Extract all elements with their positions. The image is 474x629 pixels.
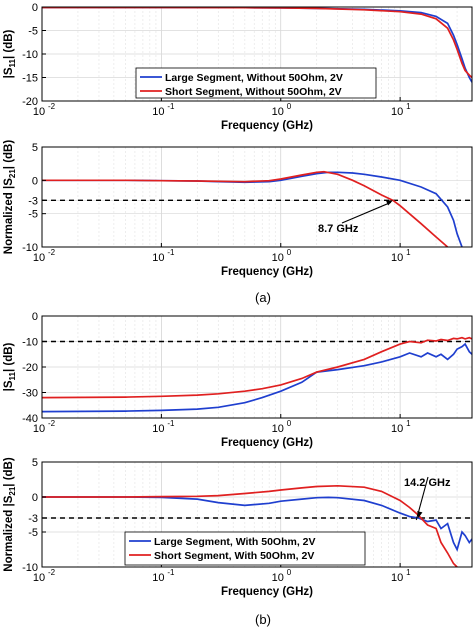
annotation-arrow bbox=[341, 201, 392, 224]
x-tick-label: 10 bbox=[152, 106, 164, 118]
y-axis-label-part: | (dB) bbox=[3, 29, 15, 59]
x-tick-exponent: -1 bbox=[167, 248, 175, 257]
x-tick-label: 10 bbox=[391, 252, 403, 264]
y-axis-label-part: Normalized |S bbox=[3, 178, 15, 254]
axes-box bbox=[41, 146, 473, 248]
y-tick-label: -10 bbox=[22, 49, 38, 61]
series-line-short-segment bbox=[42, 170, 449, 247]
y-axis-label-part: | (dB) bbox=[3, 140, 15, 170]
y-axis-label-part: |S bbox=[3, 380, 15, 391]
y-tick-label: -40 bbox=[22, 413, 38, 425]
x-axis-label: Frequency (GHz) bbox=[221, 437, 313, 449]
y-tick-label: 0 bbox=[32, 311, 38, 323]
y-tick-label: -10 bbox=[22, 337, 38, 349]
y-tick-label: -10 bbox=[22, 562, 38, 574]
y-axis-label-part: | (dB) bbox=[3, 342, 15, 372]
y-tick-label: -5 bbox=[28, 527, 38, 539]
axes-box bbox=[41, 461, 473, 568]
annotation-arrowhead bbox=[385, 200, 393, 206]
y-axis-label: Normalized |S21| (dB) bbox=[3, 457, 17, 572]
x-tick-label: 10 bbox=[272, 106, 284, 118]
y-axis-label-part: 21 bbox=[8, 486, 17, 495]
x-tick-exponent: -2 bbox=[48, 568, 56, 577]
legend-box bbox=[135, 67, 377, 99]
series-line-large-segment bbox=[42, 496, 472, 552]
x-tick-label: 10 bbox=[272, 252, 284, 264]
legend-label: Large Segment, Without 50Ohm, 2V bbox=[165, 72, 343, 84]
series-line-short-segment bbox=[42, 336, 472, 399]
series-line-large-segment bbox=[42, 171, 463, 247]
y-axis-label-part: 21 bbox=[8, 169, 17, 178]
x-axis-label: Frequency (GHz) bbox=[221, 586, 313, 598]
caption-a: (a) bbox=[255, 290, 271, 305]
y-tick-label: 5 bbox=[32, 142, 38, 154]
x-tick-exponent: 0 bbox=[287, 568, 292, 577]
y-axis-label-part: 11 bbox=[8, 371, 17, 380]
legend-box bbox=[124, 531, 366, 566]
legend-label: Short Segment, Without 50Ohm, 2V bbox=[165, 86, 342, 98]
y-axis-label-part: |S bbox=[3, 67, 15, 78]
x-tick-exponent: 0 bbox=[287, 248, 292, 257]
y-tick-label: -15 bbox=[22, 73, 38, 85]
x-tick-exponent: 1 bbox=[406, 248, 411, 257]
y-tick-label: -5 bbox=[28, 26, 38, 38]
x-tick-exponent: -1 bbox=[167, 102, 175, 111]
x-tick-exponent: -1 bbox=[167, 419, 175, 428]
x-tick-label: 10 bbox=[152, 423, 164, 435]
x-tick-exponent: 0 bbox=[287, 419, 292, 428]
x-tick-exponent: 1 bbox=[406, 419, 411, 428]
y-tick-label: -3 bbox=[28, 195, 38, 207]
series-line-short-segment bbox=[42, 484, 458, 567]
y-tick-label: -20 bbox=[22, 362, 38, 374]
x-tick-label: 10 bbox=[152, 572, 164, 584]
x-tick-label: 10 bbox=[33, 106, 45, 118]
x-axis-label: Frequency (GHz) bbox=[221, 120, 313, 132]
y-axis-label-part: | (dB) bbox=[3, 457, 15, 487]
y-axis-label-part: 11 bbox=[8, 58, 17, 67]
x-tick-exponent: -2 bbox=[48, 248, 56, 257]
x-tick-exponent: -2 bbox=[48, 419, 56, 428]
y-tick-label: -5 bbox=[28, 209, 38, 221]
x-tick-label: 10 bbox=[152, 252, 164, 264]
x-tick-exponent: -2 bbox=[48, 102, 56, 111]
y-tick-label: 0 bbox=[32, 175, 38, 187]
x-tick-exponent: 0 bbox=[287, 102, 292, 111]
x-tick-label: 10 bbox=[33, 252, 45, 264]
y-tick-label: 5 bbox=[32, 457, 38, 469]
x-tick-exponent: -1 bbox=[167, 568, 175, 577]
x-tick-label: 10 bbox=[391, 106, 403, 118]
x-tick-exponent: 1 bbox=[406, 102, 411, 111]
y-axis-label-part: Normalized |S bbox=[3, 495, 15, 571]
x-tick-label: 10 bbox=[391, 572, 403, 584]
x-tick-label: 10 bbox=[272, 572, 284, 584]
x-tick-label: 10 bbox=[33, 572, 45, 584]
series-line-large-segment bbox=[42, 342, 472, 413]
y-axis-label: |S11| (dB) bbox=[3, 342, 17, 391]
x-tick-label: 10 bbox=[391, 423, 403, 435]
y-axis-label: |S11| (dB) bbox=[3, 29, 17, 78]
x-axis-label: Frequency (GHz) bbox=[221, 266, 313, 278]
annotation-label: 14.2 GHz bbox=[404, 477, 451, 489]
x-tick-label: 10 bbox=[272, 423, 284, 435]
y-tick-label: -3 bbox=[28, 513, 38, 525]
y-tick-label: -10 bbox=[22, 242, 38, 254]
caption-b: (b) bbox=[255, 612, 271, 627]
y-tick-label: -20 bbox=[22, 96, 38, 108]
legend-label: Large Segment, With 50Ohm, 2V bbox=[154, 536, 316, 548]
series-line-short-segment bbox=[42, 7, 472, 79]
y-tick-label: 0 bbox=[32, 492, 38, 504]
annotation-arrowhead bbox=[417, 511, 423, 518]
x-tick-exponent: 1 bbox=[406, 568, 411, 577]
annotation-label: 8.7 GHz bbox=[318, 223, 359, 235]
x-tick-label: 10 bbox=[33, 423, 45, 435]
y-tick-label: 0 bbox=[32, 2, 38, 14]
y-axis-label: Normalized |S21| (dB) bbox=[3, 140, 17, 255]
y-tick-label: -30 bbox=[22, 388, 38, 400]
legend-label: Short Segment, With 50Ohm, 2V bbox=[154, 550, 314, 562]
